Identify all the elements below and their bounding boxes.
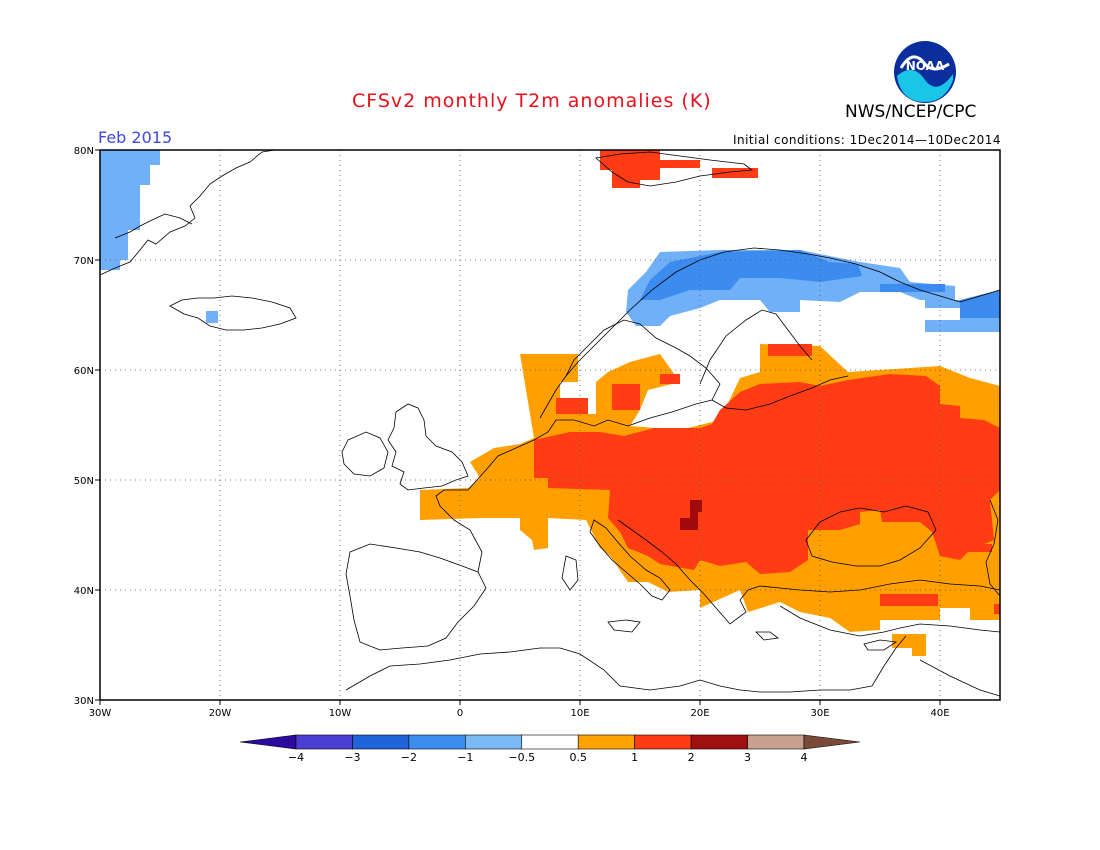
initial-conditions: Initial conditions: 1Dec2014—10Dec2014 <box>732 133 1001 147</box>
colorbar-swatch <box>577 734 635 750</box>
lon-tick-label: 20W <box>209 708 232 719</box>
lat-tick-label: 60N <box>74 366 94 377</box>
lon-tick-label: 40E <box>930 708 949 719</box>
anomaly-svalbard <box>600 150 700 188</box>
logo-text: NOAA <box>906 59 945 73</box>
lat-tick-label: 80N <box>74 146 94 157</box>
colorbar-swatch <box>352 734 410 750</box>
colorbar-label: −3 <box>344 751 360 764</box>
colorbar-swatch <box>295 734 353 750</box>
forecast-month: Feb 2015 <box>98 128 173 147</box>
colorbar-arrow-high <box>803 734 861 750</box>
lon-tick-label: 10E <box>570 708 589 719</box>
lon-tick-label: 30E <box>810 708 829 719</box>
anomaly-europe-red <box>534 374 1000 574</box>
colorbar-label: 2 <box>688 751 695 764</box>
anomaly-hungary-darkred <box>680 500 702 530</box>
colorbar-swatch <box>747 734 805 750</box>
colorbar-label: 3 <box>744 751 751 764</box>
colorbar-label: 4 <box>801 751 808 764</box>
longitude-axis: 30W 20W 10W 0 10E 20E 30E 40E <box>89 700 950 719</box>
anomaly-iceland <box>206 311 218 323</box>
noaa-logo-icon: NOAA <box>894 41 956 103</box>
colorbar-arrow-low <box>239 734 297 750</box>
colorbar: −4 −3 −2 −1 −0.5 0.5 1 2 3 4 <box>239 734 861 764</box>
lon-tick-label: 10W <box>329 708 352 719</box>
latitude-axis: 80N 70N 60N 50N 40N 30N <box>74 146 100 707</box>
colorbar-label: 1 <box>631 751 638 764</box>
colorbar-swatch <box>408 734 466 750</box>
agency-label: NWS/NCEP/CPC <box>845 102 977 122</box>
lat-tick-label: 50N <box>74 476 94 487</box>
colorbar-swatch <box>634 734 692 750</box>
lat-tick-label: 40N <box>74 586 94 597</box>
colorbar-swatch <box>465 734 523 750</box>
anomaly-fill-layer <box>100 150 1000 656</box>
colorbar-label: 0.5 <box>569 751 587 764</box>
coastlines <box>99 149 1001 697</box>
colorbar-label: −4 <box>288 751 304 764</box>
chart-title: CFSv2 monthly T2m anomalies (K) <box>352 90 712 112</box>
anomaly-greenland <box>100 150 160 270</box>
colorbar-label: −0.5 <box>508 751 535 764</box>
colorbar-label: −1 <box>457 751 473 764</box>
lon-tick-label: 0 <box>457 708 463 719</box>
colorbar-swatch <box>521 734 579 750</box>
lon-tick-label: 30W <box>89 708 112 719</box>
map-frame <box>99 149 1001 701</box>
colorbar-swatch <box>690 734 748 750</box>
lon-tick-label: 20E <box>690 708 709 719</box>
colorbar-label: −2 <box>401 751 417 764</box>
lat-tick-label: 70N <box>74 256 94 267</box>
lat-tick-label: 30N <box>74 696 94 707</box>
